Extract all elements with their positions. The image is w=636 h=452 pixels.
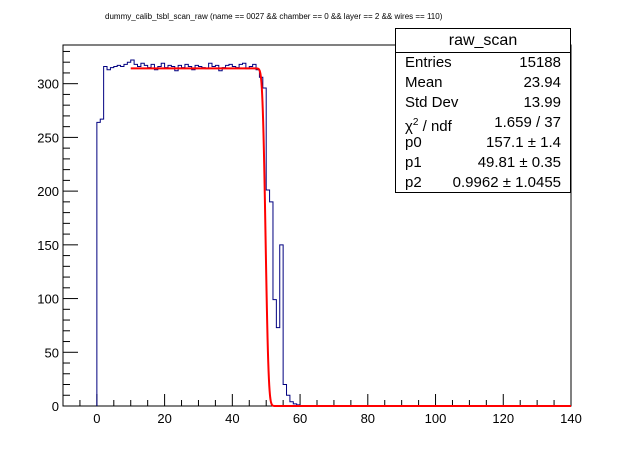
y-tick-label: 150 [37,238,59,253]
x-tick-label: 100 [425,411,447,426]
stats-label: Entries [405,54,452,71]
stats-title: raw_scan [396,29,570,53]
x-tick-label: 0 [93,411,100,426]
x-tick-label: 120 [492,411,514,426]
stats-value: 1.659 / 37 [494,114,561,131]
stats-value: 157.1 ± 1.4 [486,134,561,151]
stats-row-stddev: Std Dev 13.99 [396,93,570,113]
y-tick-label: 100 [37,292,59,307]
y-tick-label: 250 [37,130,59,145]
chi-ndf-label: / ndf [418,118,452,135]
stats-row-chi2: χ2 / ndf 1.659 / 37 [396,113,570,135]
y-tick-label: 0 [52,399,59,414]
stats-label: p1 [405,154,422,171]
chi-symbol: χ [405,118,413,135]
stats-value: 49.81 ± 0.35 [477,154,561,171]
stats-value: 15188 [519,54,561,71]
x-tick-label: 60 [293,411,307,426]
x-tick-label: 80 [361,411,375,426]
x-tick-label: 20 [157,411,171,426]
y-tick-label: 300 [37,77,59,92]
stats-row-p0: p0 157.1 ± 1.4 [396,133,570,153]
stats-value: 23.94 [523,74,561,91]
stats-value: 13.99 [523,94,561,111]
x-tick-label: 40 [225,411,239,426]
plot-title: dummy_calib_tsbl_scan_raw (name == 0027 … [105,12,443,21]
stats-value: 0.9962 ± 1.0455 [452,174,561,191]
stats-label: p0 [405,134,422,151]
chi-exponent: 2 [412,117,419,128]
fit-series [130,67,571,407]
stats-row-p1: p1 49.81 ± 0.35 [396,153,570,173]
stats-label: χ2 / ndf [405,113,452,135]
x-tick-label: 140 [560,411,582,426]
stats-row-p2: p2 0.9962 ± 1.0455 [396,173,570,193]
fit-curve [130,67,571,407]
stats-label: p2 [405,174,422,191]
stats-row-entries: Entries 15188 [396,53,570,73]
stats-row-mean: Mean 23.94 [396,73,570,93]
stats-label: Mean [405,74,443,91]
axes: 0 20 40 60 80 100 120 140 0 50 100 150 200 250 300 [37,50,582,426]
y-tick-label: 50 [45,345,59,360]
y-tick-label: 200 [37,184,59,199]
stats-box: raw_scan Entries 15188 Mean 23.94 Std De… [395,28,571,193]
stats-label: Std Dev [405,94,459,111]
